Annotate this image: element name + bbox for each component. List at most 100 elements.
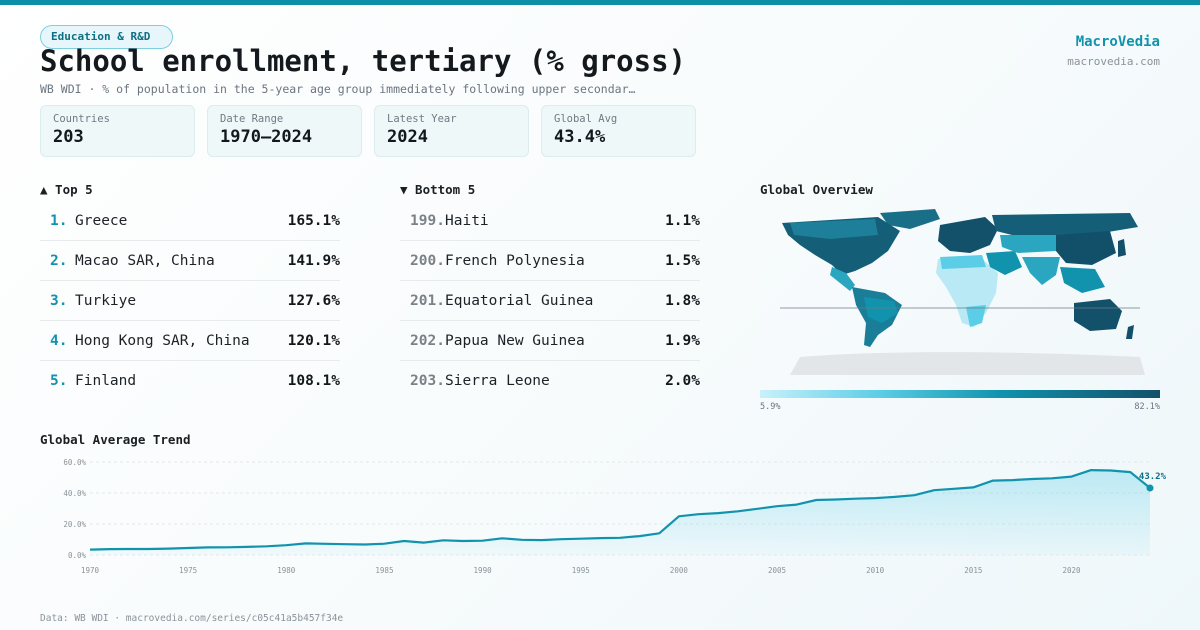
stat-label: Latest Year	[387, 113, 457, 125]
world-choropleth-map[interactable]	[760, 205, 1160, 385]
map-title: Global Overview	[760, 182, 873, 197]
map-region-south-asia	[1022, 257, 1060, 285]
page-title: School enrollment, tertiary (% gross)	[40, 44, 687, 78]
stat-label: Date Range	[220, 113, 284, 125]
bottom5-list: 199. Haiti 1.1% 200. French Polynesia 1.5% 2…	[400, 201, 700, 401]
y-tick-label: 20.0%	[63, 520, 86, 529]
rank-number: 2.	[50, 252, 68, 269]
map-region-brazil	[864, 297, 898, 323]
country-value: 120.1%	[287, 332, 340, 349]
country-value: 165.1%	[287, 212, 340, 229]
stat-value: 1970–2024	[220, 127, 313, 147]
map-region-canada	[790, 219, 878, 239]
map-region-greenland	[880, 209, 940, 229]
country-name: French Polynesia	[445, 252, 585, 269]
stat-label: Countries	[53, 113, 110, 125]
top-accent-bar	[0, 0, 1200, 5]
footer-source: Data: WB WDI · macrovedia.com/series/c05…	[40, 613, 344, 624]
map-region-europe	[938, 217, 998, 253]
country-value: 1.5%	[665, 252, 700, 269]
page-subtitle: WB WDI · % of population in the 5-year a…	[40, 82, 636, 96]
list-item[interactable]: 2. Macao SAR, China 141.9%	[40, 241, 340, 281]
country-name: Finland	[75, 373, 137, 389]
list-item[interactable]: 5. Finland 108.1%	[40, 361, 340, 401]
top5-heading: ▲ Top 5	[40, 182, 93, 197]
map-region-east-asia	[1056, 231, 1116, 265]
map-legend-gradient	[760, 390, 1160, 398]
y-tick-label: 0.0%	[68, 551, 87, 560]
map-region-central-america	[830, 267, 855, 291]
list-item[interactable]: 4. Hong Kong SAR, China 120.1%	[40, 321, 340, 361]
map-region-central-asia	[1000, 235, 1060, 253]
x-tick-label: 2010	[866, 566, 885, 575]
list-item[interactable]: 3. Turkiye 127.6%	[40, 281, 340, 321]
country-name: Papua New Guinea	[445, 332, 585, 349]
brand-url[interactable]: macrovedia.com	[1067, 55, 1160, 68]
country-value: 1.1%	[665, 212, 700, 229]
x-tick-label: 2000	[670, 566, 689, 575]
country-name: Sierra Leone	[445, 373, 550, 389]
map-region-russia	[992, 213, 1138, 237]
map-region-southern-africa	[966, 305, 986, 327]
bottom5-heading: ▼ Bottom 5	[400, 182, 476, 197]
trend-line	[89, 469, 1151, 551]
country-value: 108.1%	[287, 373, 340, 389]
map-region-southeast-asia	[1060, 267, 1105, 293]
map-region-middle-east	[986, 251, 1022, 275]
y-tick-label: 60.0%	[63, 458, 86, 467]
trend-chart[interactable]: 0.0% 20.0% 40.0% 60.0% 1970 1975 1980 1985 1990 1…	[40, 452, 1170, 582]
list-item[interactable]: 203. Sierra Leone 2.0%	[400, 361, 700, 401]
x-tick-label: 2005	[768, 566, 786, 575]
country-name: Hong Kong SAR, China	[75, 332, 250, 349]
country-name: Equatorial Guinea	[445, 292, 594, 309]
country-value: 141.9%	[287, 252, 340, 269]
map-region-new-zealand	[1126, 325, 1134, 339]
brand-logo[interactable]: MacroVedia	[1075, 34, 1160, 50]
x-tick-label: 1995	[572, 566, 590, 575]
stat-value: 203	[53, 127, 84, 147]
country-value: 127.6%	[287, 292, 340, 309]
trend-end-label: 43.2%	[1139, 472, 1167, 482]
x-tick-label: 1985	[375, 566, 393, 575]
x-tick-label: 2020	[1062, 566, 1081, 575]
list-item[interactable]: 1. Greece 165.1%	[40, 201, 340, 241]
country-name: Haiti	[445, 212, 489, 229]
country-name: Macao SAR, China	[75, 252, 215, 269]
stat-card-countries: Countries 203	[40, 105, 195, 157]
stat-card-date-range: Date Range 1970–2024	[207, 105, 362, 157]
country-name: Turkiye	[75, 292, 137, 309]
list-item[interactable]: 202. Papua New Guinea 1.9%	[400, 321, 700, 361]
stat-card-latest-year: Latest Year 2024	[374, 105, 529, 157]
map-region-australia	[1074, 299, 1122, 331]
x-tick-label: 1975	[179, 566, 197, 575]
country-value: 2.0%	[665, 373, 700, 389]
y-tick-label: 40.0%	[63, 489, 86, 498]
list-item[interactable]: 201. Equatorial Guinea 1.8%	[400, 281, 700, 321]
country-value: 1.9%	[665, 332, 700, 349]
rank-number: 202.	[410, 332, 445, 349]
map-legend-min: 5.9%	[760, 402, 781, 412]
map-legend-max: 82.1%	[1134, 402, 1160, 412]
rank-number: 200.	[410, 252, 445, 269]
rank-number: 3.	[50, 292, 68, 309]
category-badge[interactable]: Education & R&D	[40, 25, 174, 49]
rank-number: 4.	[50, 332, 68, 349]
rank-number: 203.	[410, 373, 445, 389]
stat-card-global-avg: Global Avg 43.4%	[541, 105, 696, 157]
stat-value: 43.4%	[554, 127, 606, 147]
stat-value: 2024	[387, 127, 428, 147]
map-region-japan	[1118, 239, 1126, 257]
country-name: Greece	[75, 212, 128, 229]
map-region-north-africa	[940, 255, 986, 269]
x-tick-label: 1990	[474, 566, 493, 575]
top5-list: 1. Greece 165.1% 2. Macao SAR, China 141.9% …	[40, 201, 340, 401]
list-item[interactable]: 200. French Polynesia 1.5%	[400, 241, 700, 281]
rank-number: 5.	[50, 373, 68, 389]
x-tick-label: 2015	[964, 566, 982, 575]
x-tick-label: 1980	[277, 566, 296, 575]
rank-number: 1.	[50, 212, 68, 229]
trend-title: Global Average Trend	[40, 432, 191, 447]
list-item[interactable]: 199. Haiti 1.1%	[400, 201, 700, 241]
map-region-antarctica	[790, 352, 1145, 375]
country-value: 1.8%	[665, 292, 700, 309]
